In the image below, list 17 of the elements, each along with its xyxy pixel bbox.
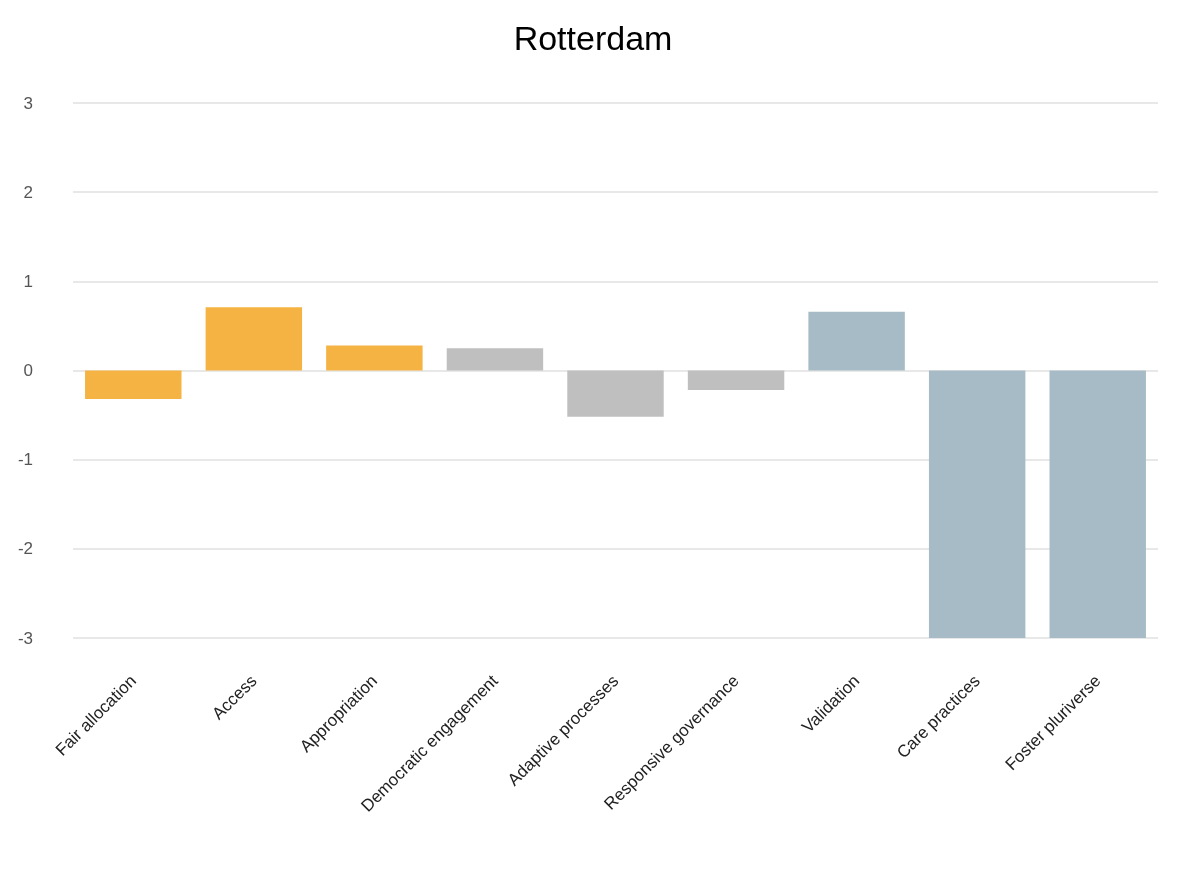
chart-title: Rotterdam bbox=[513, 19, 673, 57]
bar bbox=[446, 348, 544, 371]
bar bbox=[567, 370, 664, 417]
bar bbox=[928, 370, 1026, 638]
y-tick-label: -2 bbox=[17, 539, 33, 559]
y-tick-label: 3 bbox=[23, 93, 33, 113]
y-tick-label: 1 bbox=[23, 271, 33, 291]
y-tick-label: -1 bbox=[17, 450, 33, 470]
bar bbox=[85, 370, 182, 400]
y-tick-label: -3 bbox=[17, 628, 33, 648]
bar bbox=[205, 307, 303, 371]
y-tick-label: 2 bbox=[23, 182, 33, 202]
bar bbox=[808, 311, 905, 371]
bar bbox=[687, 370, 785, 391]
y-tick-label: 0 bbox=[23, 361, 33, 380]
bar bbox=[1049, 370, 1146, 638]
bar bbox=[326, 345, 423, 371]
